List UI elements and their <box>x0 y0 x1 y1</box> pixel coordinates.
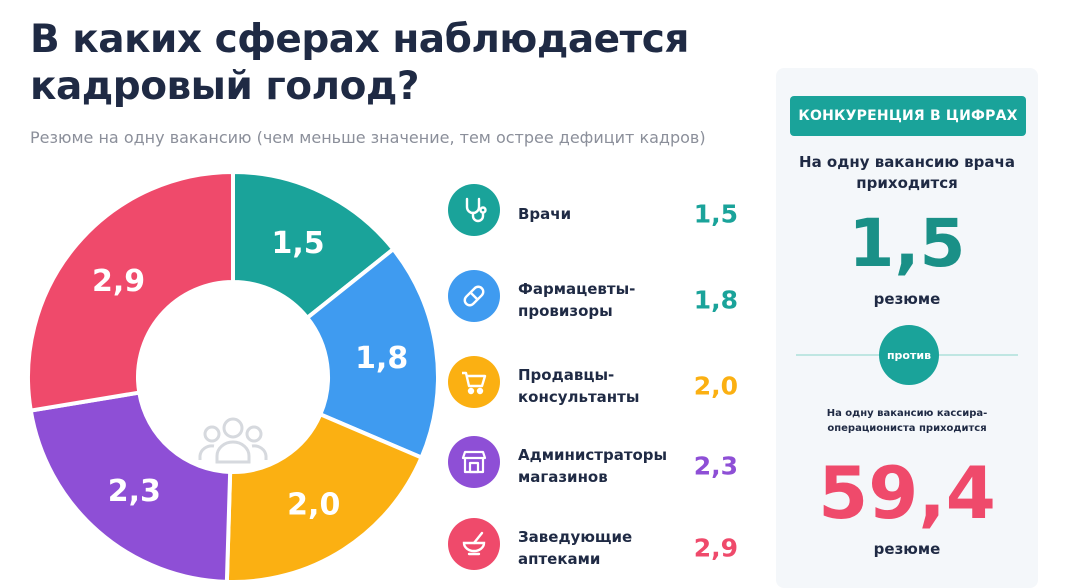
store-icon <box>448 436 500 488</box>
resume-unit-label: резюме <box>873 290 941 308</box>
stethoscope-icon <box>448 184 500 236</box>
slice-value-label: 1,5 <box>272 226 325 261</box>
slice-value-label: 2,9 <box>92 264 145 299</box>
legend-value: 1,5 <box>693 199 738 229</box>
legend-value: 2,0 <box>693 371 738 401</box>
donut-chart: 1,5 1,8 2,0 2,3 2,9 <box>26 169 440 580</box>
legend-label: Врачи <box>518 205 572 223</box>
mortar-pestle-icon <box>448 518 500 570</box>
legend-value: 1,8 <box>693 285 738 315</box>
panel-badge: КОНКУРЕНЦИЯ В ЦИФРАХ <box>790 96 1026 136</box>
slice-value-label: 2,3 <box>108 474 161 509</box>
people-icon <box>198 417 268 464</box>
legend-label: Продавцы-консультанты <box>518 366 640 406</box>
legend-item-pharmacists: Фармацевты-провизоры 1,8 <box>448 270 738 330</box>
resume-unit-label: резюме <box>873 540 941 558</box>
legend-item-doctors: Врачи 1,5 <box>448 184 738 244</box>
doctor-vacancy-text: На одну вакансию врача приходится <box>799 153 1015 192</box>
legend-label: Администраторы магазинов <box>518 446 668 486</box>
page-subtitle: Резюме на одну вакансию (чем меньше знач… <box>30 128 706 147</box>
legend-value: 2,9 <box>693 533 738 563</box>
page-title: В каких сферах наблюдается кадровый голо… <box>30 17 689 109</box>
cart-icon <box>448 356 500 408</box>
versus-badge: против <box>879 325 939 385</box>
slice-value-label: 1,8 <box>355 341 408 376</box>
slice-store-admins <box>28 390 233 580</box>
doctor-resume-count: 1,5 <box>848 205 966 282</box>
pill-icon <box>448 270 500 322</box>
slice-sellers <box>224 411 425 580</box>
legend-item-pharmacy-heads: Заведующие аптеками 2,9 <box>448 518 738 578</box>
slice-doctors <box>231 169 397 321</box>
slice-pharmacy-heads <box>26 169 235 413</box>
slice-value-label: 2,0 <box>287 487 340 522</box>
slice-pharmacists <box>304 246 440 461</box>
legend-item-store-admins: Администраторы магазинов 2,3 <box>448 436 738 496</box>
legend-label: Фармацевты-провизоры <box>518 280 636 320</box>
legend-label: Заведующие аптеками <box>518 528 633 568</box>
cashier-vacancy-text: На одну вакансию кассира-операциониста п… <box>826 408 988 434</box>
cashier-resume-count: 59,4 <box>818 451 996 535</box>
legend-item-sellers: Продавцы-консультанты 2,0 <box>448 356 738 416</box>
competition-panel: КОНКУРЕНЦИЯ В ЦИФРАХ На одну вакансию вр… <box>776 68 1038 588</box>
legend-value: 2,3 <box>693 451 738 481</box>
